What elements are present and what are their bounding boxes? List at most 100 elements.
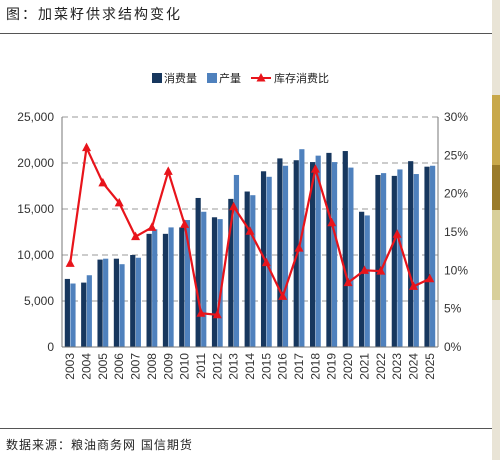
bar-consumption xyxy=(277,158,283,347)
bar-production xyxy=(430,165,436,347)
ratio-point xyxy=(359,265,369,274)
ratio-point xyxy=(278,291,288,300)
right-axis-tick-label: 25% xyxy=(444,148,468,162)
grid-lines xyxy=(62,116,438,302)
x-axis-tick-label: 2007 xyxy=(129,353,143,380)
bar-consumption xyxy=(146,233,152,347)
legend-label: 产量 xyxy=(219,71,241,85)
bar-marks xyxy=(64,149,436,347)
ratio-point xyxy=(82,142,92,152)
bar-production xyxy=(168,227,174,347)
bar-production xyxy=(135,257,141,347)
bar-consumption xyxy=(195,197,201,347)
ratio-point xyxy=(98,177,108,187)
right-axis-tick-label: 15% xyxy=(444,225,468,239)
bar-consumption xyxy=(162,233,169,347)
bar-production xyxy=(348,167,354,347)
legend: 消费量 产量 库存消费比 xyxy=(152,71,329,85)
x-axis-tick-label: 2008 xyxy=(145,353,159,380)
bar-consumption xyxy=(64,278,70,347)
right-axis-tick-label: 0% xyxy=(444,340,462,354)
left-axis-tick-label: 0 xyxy=(47,340,54,354)
x-axis-tick-label: 2024 xyxy=(406,353,420,380)
top-divider xyxy=(0,33,492,34)
bar-consumption xyxy=(130,255,136,347)
right-axis-tick-label: 10% xyxy=(444,263,468,277)
bar-production xyxy=(397,169,403,347)
bar-production xyxy=(119,264,125,347)
bar-consumption xyxy=(342,151,348,347)
x-axis-tick-label: 2021 xyxy=(357,353,371,380)
x-axis-tick-label: 2006 xyxy=(112,353,126,380)
ratio-point xyxy=(408,281,418,290)
ratio-point xyxy=(147,222,157,231)
source-note: 数据来源：粮油商务网 国信期货 xyxy=(6,438,193,452)
bar-production xyxy=(103,258,109,347)
x-axis-tick-label: 2009 xyxy=(161,353,175,380)
bar-consumption xyxy=(359,211,365,347)
x-axis-tick-label: 2023 xyxy=(390,353,404,380)
x-axis-tick-label: 2022 xyxy=(374,353,388,380)
ratio-point xyxy=(425,273,435,283)
bar-production xyxy=(315,155,321,347)
bar-production xyxy=(217,219,223,347)
legend-swatch xyxy=(207,73,217,83)
bar-consumption xyxy=(228,198,234,347)
bar-production xyxy=(250,195,256,347)
bar-production xyxy=(299,149,305,347)
line-series xyxy=(65,142,435,319)
ratio-point xyxy=(131,231,141,241)
left-axis-tick-label: 25,000 xyxy=(17,110,54,124)
bar-consumption xyxy=(97,259,103,347)
bar-consumption xyxy=(326,152,332,347)
bar-consumption xyxy=(113,258,120,347)
bar-consumption xyxy=(375,174,381,347)
ratio-point xyxy=(163,166,173,175)
bottom-divider xyxy=(0,428,492,429)
bar-production xyxy=(364,215,370,347)
x-axis-tick-label: 2018 xyxy=(308,353,322,380)
x-axis-tick-label: 2005 xyxy=(96,353,110,380)
ratio-point xyxy=(392,229,402,238)
x-axis-tick-label: 2013 xyxy=(227,353,241,380)
bar-production xyxy=(380,173,387,347)
bar-consumption xyxy=(81,282,87,347)
legend-swatch xyxy=(152,73,162,83)
x-axis-tick-label: 2019 xyxy=(325,353,339,380)
ratio-point xyxy=(196,308,206,317)
axes: 0 5,000 10,000 15,000 20,000 25,000 0% 5% 10% 15%… xyxy=(17,110,468,380)
bar-production xyxy=(184,220,191,347)
legend-label: 消费量 xyxy=(164,71,197,85)
bar-production xyxy=(70,283,76,347)
bar-consumption xyxy=(391,175,397,347)
ratio-point xyxy=(261,257,271,267)
bar-production xyxy=(282,165,289,347)
x-axis-tick-label: 2004 xyxy=(80,353,94,380)
ratio-point xyxy=(114,197,124,207)
bar-consumption xyxy=(408,161,414,347)
x-axis-tick-label: 2025 xyxy=(423,353,437,380)
legend-marker xyxy=(256,73,266,82)
ratio-point xyxy=(212,309,222,319)
figure-title: 图：加菜籽供求结构变化 xyxy=(6,7,182,23)
bar-production xyxy=(86,275,92,347)
left-axis-tick-label: 15,000 xyxy=(17,202,54,216)
bar-production xyxy=(266,176,272,347)
ratio-point xyxy=(294,243,304,252)
bar-consumption xyxy=(424,166,430,347)
ratio-point xyxy=(310,164,320,173)
left-axis-tick-label: 10,000 xyxy=(17,248,54,262)
right-axis-tick-label: 30% xyxy=(444,110,468,124)
x-axis-tick-label: 2016 xyxy=(276,353,290,380)
x-axis-tick-label: 2003 xyxy=(63,353,77,380)
x-axis-tick-label: 2014 xyxy=(243,353,257,380)
x-axis-tick-label: 2015 xyxy=(259,353,273,380)
ratio-point xyxy=(376,266,386,275)
legend-label: 库存消费比 xyxy=(274,71,329,85)
bar-production xyxy=(152,229,158,347)
bar-production xyxy=(413,174,419,347)
bar-production xyxy=(201,211,207,347)
ratio-point xyxy=(65,258,75,267)
bar-consumption xyxy=(179,227,185,347)
